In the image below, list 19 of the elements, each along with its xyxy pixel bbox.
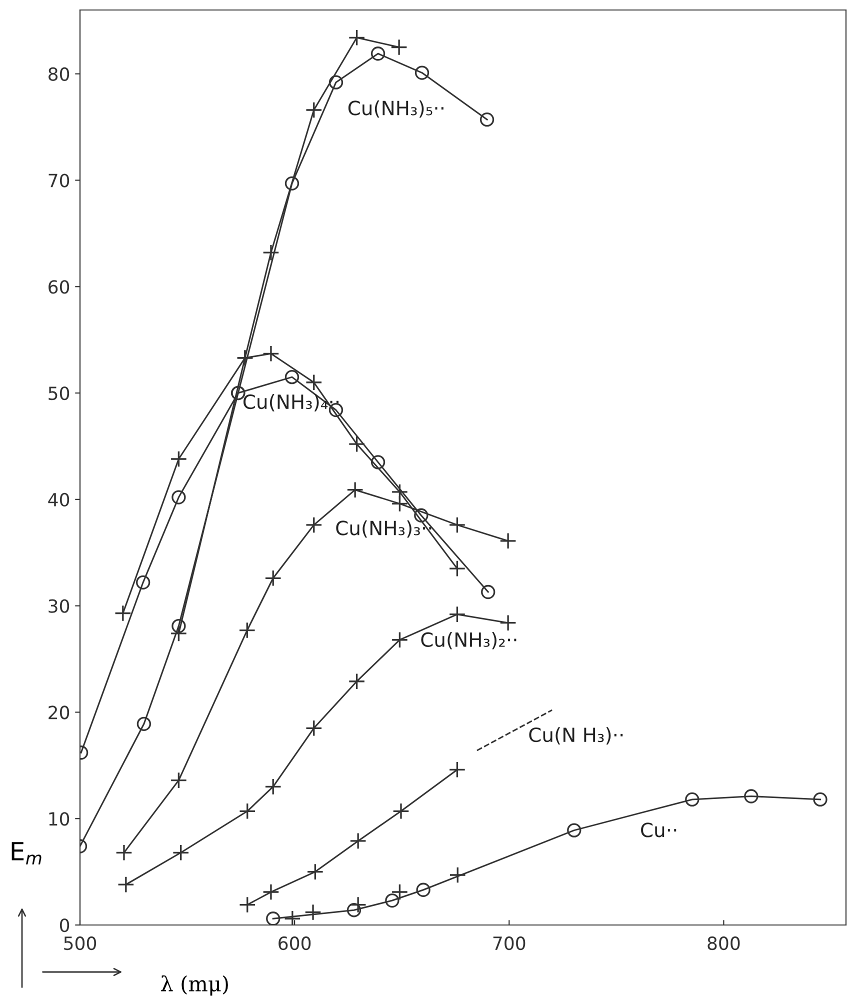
- y-tick-label: 0: [60, 918, 70, 932]
- y-axis-title: E$_{m}$: [12, 842, 42, 864]
- x-tick-label: 500: [64, 936, 96, 950]
- annotation: Cu··: [641, 822, 676, 838]
- y-tick-label: 80: [48, 67, 70, 81]
- y-tick-label: 70: [48, 174, 70, 188]
- y-tick-label: 30: [48, 599, 70, 613]
- y-tick-label: 60: [48, 280, 70, 294]
- annotation: Cu(NH₃)₂··: [421, 632, 516, 650]
- annotation: Cu(NH₃)₅··: [348, 100, 444, 118]
- y-tick-label: 40: [48, 492, 70, 507]
- x-tick-label: 800: [708, 936, 740, 950]
- y-tick-label: 10: [49, 812, 70, 826]
- y-tick-label: 50: [48, 386, 70, 400]
- x-tick-label: 700: [493, 936, 526, 950]
- annotation: Cu(N H₃)··: [529, 727, 623, 744]
- x-axis-title: λ (mμ): [161, 975, 228, 996]
- y-tick-label: 20: [48, 706, 70, 720]
- x-tick-label: 600: [278, 936, 311, 950]
